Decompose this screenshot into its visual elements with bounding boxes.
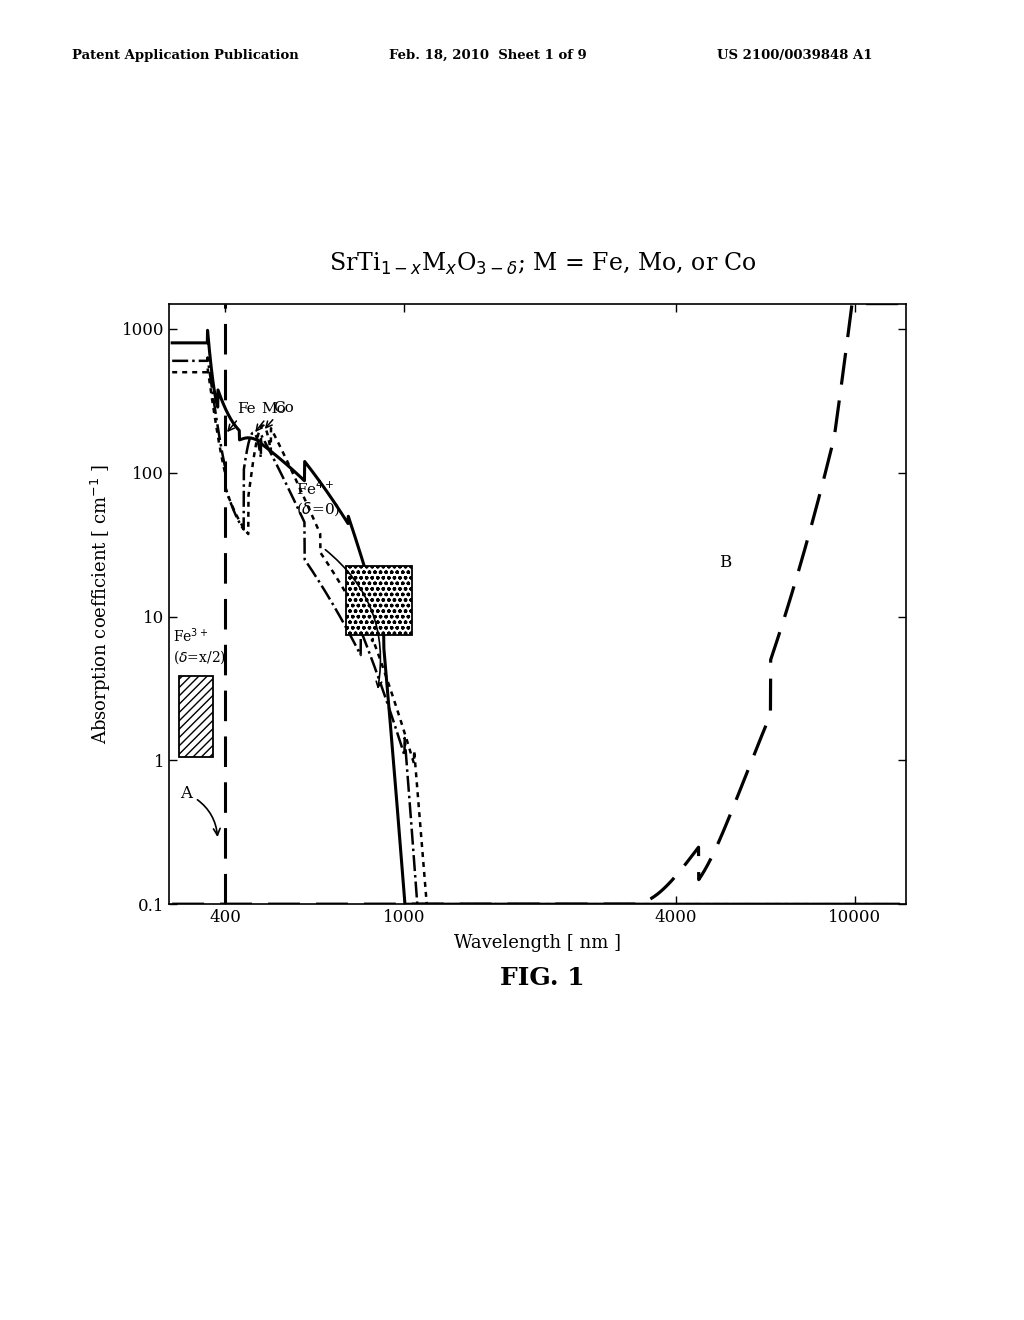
Text: Patent Application Publication: Patent Application Publication [72, 49, 298, 62]
Y-axis label: Absorption coefficient [ cm$^{-1}$ ]: Absorption coefficient [ cm$^{-1}$ ] [89, 463, 114, 744]
Text: Feb. 18, 2010  Sheet 1 of 9: Feb. 18, 2010 Sheet 1 of 9 [389, 49, 587, 62]
Text: US 2100/0039848 A1: US 2100/0039848 A1 [717, 49, 872, 62]
Text: Co: Co [266, 401, 294, 428]
Text: Fe: Fe [228, 403, 256, 430]
Text: SrTi$_{1-x}$M$_x$O$_{3-\delta}$; M = Fe, Mo, or Co: SrTi$_{1-x}$M$_x$O$_{3-\delta}$; M = Fe,… [329, 251, 757, 277]
Bar [345, 566, 412, 635]
Text: B: B [719, 554, 731, 572]
Bar [178, 676, 213, 758]
X-axis label: Wavelength [ nm ]: Wavelength [ nm ] [454, 935, 622, 953]
Text: A: A [180, 784, 220, 836]
Text: FIG. 1: FIG. 1 [501, 966, 585, 990]
Text: Fe$^{3+}$
($\delta$=x/2): Fe$^{3+}$ ($\delta$=x/2) [173, 627, 226, 665]
Text: Fe$^{4+}$
($\delta$=0): Fe$^{4+}$ ($\delta$=0) [296, 479, 341, 519]
Text: Mo: Mo [256, 403, 286, 430]
